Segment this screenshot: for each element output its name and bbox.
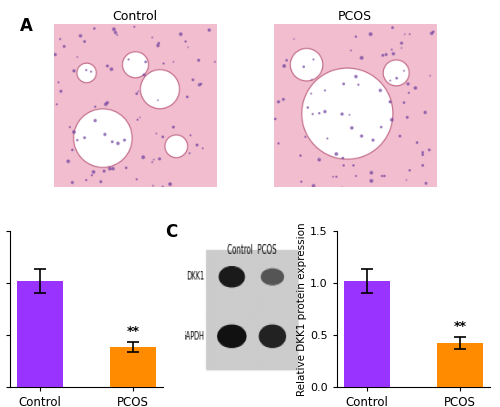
- Title: Control: Control: [112, 10, 158, 23]
- Y-axis label: Relative DKK1 protein expression: Relative DKK1 protein expression: [298, 222, 308, 396]
- Text: A: A: [20, 17, 32, 35]
- Text: **: **: [126, 325, 140, 338]
- Text: **: **: [454, 320, 466, 333]
- Bar: [436, 343, 483, 387]
- Bar: [110, 347, 156, 387]
- Bar: [17, 281, 64, 387]
- Title: PCOS: PCOS: [338, 10, 372, 23]
- Bar: [344, 281, 390, 387]
- Text: C: C: [166, 223, 177, 241]
